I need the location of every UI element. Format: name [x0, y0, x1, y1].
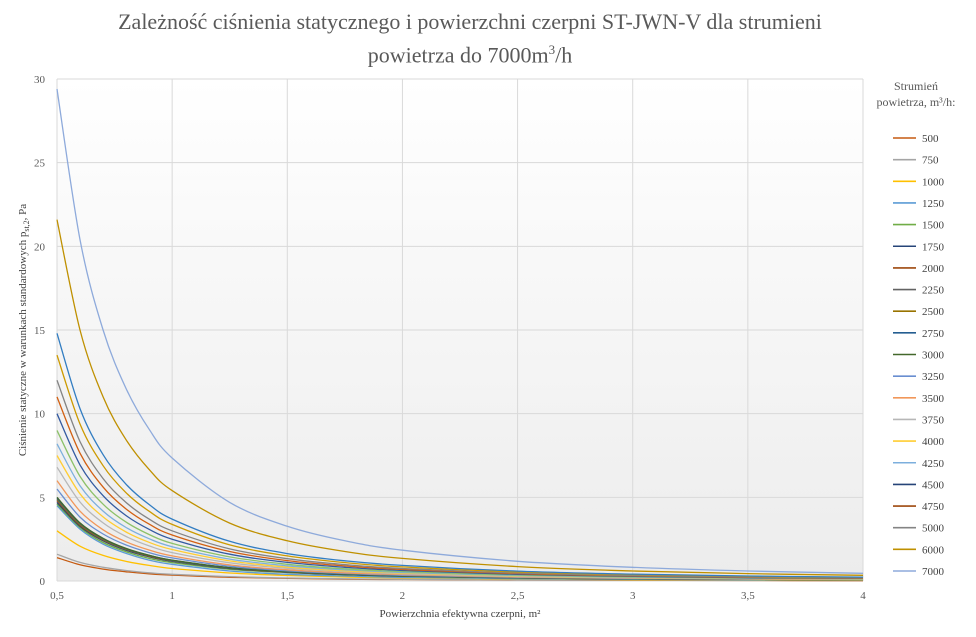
legend-label-5000: 5000: [922, 523, 945, 535]
chart-title-line2-prefix: powietrza do 7000m: [367, 42, 549, 68]
series-line-7000: [56, 88, 864, 574]
legend: Strumień powietrza, m³/h: 500 750 1000 1250…: [877, 79, 956, 578]
legend-title-line1: Strumień: [894, 79, 938, 93]
y-tick-label: 25: [34, 158, 46, 170]
series-lines: [56, 88, 864, 582]
legend-label-750: 750: [922, 155, 939, 167]
legend-label-2500: 2500: [922, 306, 945, 318]
y-axis-title-suffix: , Pa: [17, 204, 29, 221]
x-tick-label: 1,5: [280, 590, 294, 602]
legend-label-3750: 3750: [922, 414, 945, 426]
y-tick-label: 0: [40, 576, 46, 588]
x-tick-label: 4: [860, 590, 866, 602]
x-tick-label: 3,5: [741, 590, 755, 602]
legend-label-7000: 7000: [922, 566, 945, 578]
legend-label-2250: 2250: [922, 285, 945, 297]
chart-title-line1: Zależność ciśnienia statycznego i powier…: [118, 9, 822, 34]
chart-title-line2-sup: 3: [548, 42, 556, 57]
legend-label-6000: 6000: [922, 544, 945, 556]
y-tick-label: 15: [34, 325, 46, 337]
x-axis-ticks: 0,5 1 1,5 2 2,5 3 3,5 4: [50, 590, 866, 602]
y-tick-label: 30: [34, 74, 46, 86]
legend-entries: 500 750 1000 1250 1500 1750 2000 2250 2500 2750 30…: [893, 133, 945, 578]
legend-label-4000: 4000: [922, 436, 945, 448]
legend-label-1500: 1500: [922, 220, 945, 232]
x-tick-label: 1: [169, 590, 175, 602]
legend-label-4250: 4250: [922, 458, 945, 470]
chart-title: Zależność ciśnienia statycznego i powier…: [40, 8, 900, 69]
legend-label-1250: 1250: [922, 198, 945, 210]
legend-label-1000: 1000: [922, 176, 945, 188]
x-axis-title: Powierzchnia efektywna czerpni, m²: [380, 608, 542, 620]
legend-label-4500: 4500: [922, 479, 945, 491]
y-axis-title: Ciśnienie statyczne w warunkach standard…: [17, 204, 31, 456]
legend-title-line2: powietrza, m³/h:: [877, 95, 956, 109]
x-tick-label: 2: [400, 590, 406, 602]
legend-label-3250: 3250: [922, 371, 945, 383]
legend-label-3500: 3500: [922, 393, 945, 405]
x-tick-label: 3: [630, 590, 636, 602]
legend-label-2750: 2750: [922, 328, 945, 340]
y-axis-title-sub: st,2: [22, 220, 31, 231]
chart-title-line2: powietrza do 7000m3/h: [40, 36, 900, 69]
y-tick-label: 10: [34, 409, 46, 421]
legend-label-2000: 2000: [922, 263, 945, 275]
gridlines: [56, 78, 864, 582]
legend-label-4750: 4750: [922, 501, 945, 513]
y-axis-title-text: Ciśnienie statyczne w warunkach standard…: [17, 231, 29, 456]
series-line-5250: [56, 379, 864, 579]
x-tick-label: 0,5: [50, 590, 64, 602]
legend-label-3000: 3000: [922, 350, 945, 362]
y-axis-ticks: 0 5 10 15 20 25 30: [34, 74, 46, 588]
legend-label-500: 500: [922, 133, 939, 145]
x-tick-label: 2,5: [511, 590, 525, 602]
series-line-6000: [56, 219, 864, 576]
y-tick-label: 5: [40, 492, 46, 504]
y-tick-label: 20: [34, 241, 46, 253]
series-line-5750: [56, 333, 864, 578]
chart-title-line2-suffix: /h: [555, 42, 573, 68]
legend-label-1750: 1750: [922, 241, 945, 253]
x-axis-title-text: Powierzchnia efektywna czerpni, m²: [380, 608, 542, 620]
